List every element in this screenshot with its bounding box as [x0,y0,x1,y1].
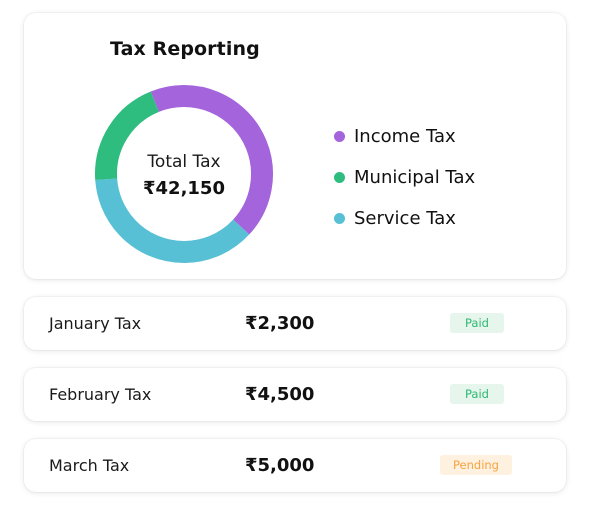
tax-donut-chart [94,84,273,263]
status-badge: Pending [440,455,512,475]
tax-summary-card: Tax Reporting Total Tax ₹42,150 Income T… [24,13,566,279]
row-amount: ₹5,000 [245,455,315,476]
legend-item-municipal-tax: Municipal Tax [334,157,475,198]
legend-dot [334,131,345,142]
legend-dot [334,213,345,224]
legend-item-income-tax: Income Tax [334,116,475,157]
legend-label: Service Tax [354,208,456,229]
tax-row-february[interactable]: February Tax ₹4,500 Paid [24,368,566,421]
status-badge: Paid [450,384,504,404]
row-label: February Tax [49,385,152,404]
chart-legend: Income Tax Municipal Tax Service Tax [334,116,475,239]
donut-segment-municipal-tax [94,84,273,263]
row-label: January Tax [49,314,142,333]
summary-title: Tax Reporting [110,38,260,60]
tax-row-january[interactable]: January Tax ₹2,300 Paid [24,297,566,350]
donut-segment-income-tax [94,84,273,263]
legend-label: Municipal Tax [354,167,476,188]
tax-row-march[interactable]: March Tax ₹5,000 Pending [24,439,566,492]
legend-item-service-tax: Service Tax [334,198,475,239]
row-amount: ₹2,300 [245,313,315,334]
legend-dot [334,172,345,183]
legend-label: Income Tax [354,126,456,147]
status-badge: Paid [450,313,504,333]
row-amount: ₹4,500 [245,384,315,405]
row-label: March Tax [49,456,130,475]
donut-segment-service-tax [94,84,273,263]
